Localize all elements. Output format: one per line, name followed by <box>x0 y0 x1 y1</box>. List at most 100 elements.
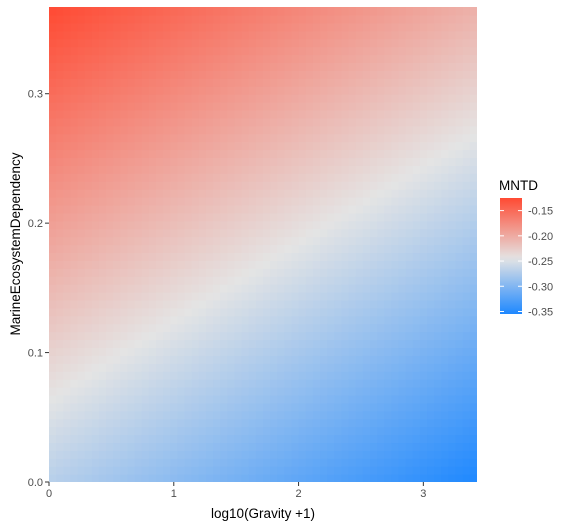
heatmap-tile <box>255 474 264 482</box>
heatmap-tile <box>177 355 186 364</box>
heatmap-tile <box>248 466 257 475</box>
heatmap-tile <box>370 442 378 451</box>
heatmap-tile <box>227 363 236 372</box>
heatmap-tile <box>106 466 114 475</box>
heatmap-tile <box>127 133 136 143</box>
heatmap-tile <box>370 189 378 198</box>
heatmap-tile <box>448 458 457 467</box>
heatmap-tile <box>170 339 178 349</box>
heatmap-tile <box>384 173 392 182</box>
heatmap-tile <box>398 315 407 325</box>
heatmap-tile <box>398 212 407 222</box>
heatmap-tile <box>98 339 107 349</box>
heatmap-tile <box>391 157 400 166</box>
heatmap-tile <box>434 30 442 40</box>
heatmap-tile <box>284 117 293 127</box>
heatmap-tile <box>263 181 271 190</box>
heatmap-tile <box>141 94 150 103</box>
heatmap-tile <box>63 244 71 254</box>
heatmap-tile <box>391 30 400 40</box>
heatmap-tile <box>77 299 86 309</box>
heatmap-tile <box>84 197 93 206</box>
heatmap-tile <box>127 315 136 325</box>
heatmap-tile <box>284 331 293 341</box>
heatmap-tile <box>270 109 278 119</box>
heatmap-tile <box>163 197 171 206</box>
heatmap-tile <box>220 252 228 261</box>
heatmap-tile <box>370 474 378 482</box>
heatmap-tile <box>91 109 100 119</box>
heatmap-tile <box>49 94 57 103</box>
heatmap-tile <box>213 418 221 428</box>
heatmap-tile <box>284 109 293 119</box>
heatmap-tile <box>362 38 371 48</box>
heatmap-tile <box>370 204 378 214</box>
heatmap-tile <box>412 260 421 269</box>
heatmap-tile <box>255 62 264 71</box>
heatmap-tile <box>91 268 100 277</box>
heatmap-tile <box>213 86 221 95</box>
heatmap-tile <box>320 236 328 246</box>
heatmap-tile <box>148 387 157 396</box>
heatmap-tile <box>384 212 392 222</box>
heatmap-tile <box>284 38 293 48</box>
heatmap-tile <box>163 355 171 364</box>
heatmap-tile <box>448 363 457 372</box>
heatmap-tile <box>362 102 371 111</box>
heatmap-tile <box>241 268 250 277</box>
heatmap-tile <box>63 323 71 333</box>
heatmap-tile <box>398 292 407 301</box>
heatmap-tile <box>334 141 343 151</box>
heatmap-tile <box>234 38 243 48</box>
heatmap-tile <box>127 157 136 166</box>
heatmap-tile <box>362 86 371 95</box>
heatmap-tile <box>227 347 236 356</box>
heatmap-tile <box>427 62 435 71</box>
heatmap-tile <box>98 418 107 428</box>
heatmap-tile <box>134 331 143 341</box>
heatmap-tile <box>348 339 357 349</box>
heatmap-tile <box>291 379 300 388</box>
heatmap-tile <box>234 434 243 444</box>
heatmap-tile <box>170 331 178 341</box>
heatmap-tile <box>448 38 457 48</box>
heatmap-tile <box>291 418 300 428</box>
heatmap-tile <box>334 7 343 16</box>
heatmap-tile <box>384 252 392 261</box>
heatmap-tile <box>56 125 64 135</box>
heatmap-tile <box>120 434 129 444</box>
heatmap-tile <box>263 197 271 206</box>
heatmap-tile <box>63 30 71 40</box>
heatmap-tile <box>205 197 214 206</box>
heatmap-tile <box>341 252 350 261</box>
heatmap-tile <box>391 434 400 444</box>
heatmap-tile <box>213 379 221 388</box>
heatmap-tile <box>263 252 271 261</box>
heatmap-tile <box>412 125 421 135</box>
heatmap-tile <box>362 30 371 40</box>
heatmap-tile <box>377 109 385 119</box>
heatmap-tile <box>191 102 200 111</box>
heatmap-tile <box>469 204 477 214</box>
heatmap-tile <box>291 157 300 166</box>
heatmap-tile <box>220 165 228 174</box>
heatmap-tile <box>141 181 150 190</box>
heatmap-tile <box>198 474 207 482</box>
heatmap-tile <box>177 228 186 238</box>
heatmap-tile <box>70 236 79 246</box>
heatmap-tile <box>198 331 207 341</box>
y-tick-label: 0.3 <box>28 89 43 101</box>
heatmap-tile <box>255 78 264 87</box>
heatmap-tile <box>284 426 293 436</box>
heatmap-tile <box>156 260 164 269</box>
heatmap-tile <box>70 442 79 451</box>
heatmap-tile <box>70 276 79 285</box>
heatmap-tile <box>198 189 207 198</box>
heatmap-tile <box>220 109 228 119</box>
heatmap-tile <box>77 244 86 254</box>
heatmap-tile <box>455 94 464 103</box>
heatmap-tile <box>270 276 278 285</box>
heatmap-tile <box>384 141 392 151</box>
heatmap-tile <box>77 117 86 127</box>
heatmap-tile <box>284 292 293 301</box>
